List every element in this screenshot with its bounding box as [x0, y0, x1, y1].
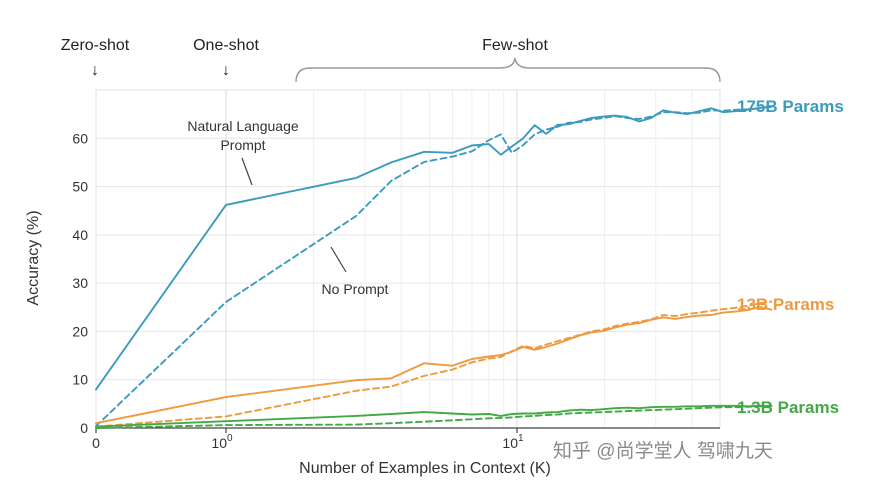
x-tick-label: 100	[211, 433, 233, 451]
zero-shot-arrow: ↓	[91, 62, 99, 79]
y-tick-label: 20	[72, 323, 88, 339]
axes	[95, 427, 720, 433]
series-175b-params-dashed	[95, 105, 773, 428]
x-axis-title: Number of Examples in Context (K)	[299, 460, 551, 477]
series-175b-params-solid	[95, 105, 773, 391]
y-tick-label: 10	[72, 372, 88, 388]
y-tick-label: 50	[72, 179, 88, 195]
series	[95, 105, 773, 429]
region-label-few-shot: Few-shot	[482, 37, 548, 54]
y-tick-label: 30	[72, 275, 88, 291]
one-shot-arrow: ↓	[222, 62, 230, 79]
label-175b-params: 175B Params	[737, 97, 844, 116]
annotation-natural-language-line1: Natural Language	[187, 118, 299, 134]
plot-frame	[95, 89, 721, 429]
series-13b-params-dashed	[95, 300, 773, 428]
series-1-3b-params-dashed	[95, 404, 773, 429]
region-label-one-shot: One-shot	[193, 37, 259, 54]
y-tick-label: 40	[72, 227, 88, 243]
y-axis-title: Accuracy (%)	[25, 210, 42, 305]
annotation-no-prompt: No Prompt	[322, 281, 389, 297]
label-1-3b-params: 1.3B Params	[737, 398, 839, 417]
annotation-natural-language-line2: Prompt	[220, 137, 265, 153]
y-tick-label: 0	[80, 420, 88, 436]
y-tick-label: 60	[72, 130, 88, 146]
series-1-3b-params-solid	[95, 404, 773, 428]
x-tick-label: 101	[502, 433, 524, 451]
watermark: 知乎 @尚学堂人 驾啸九天	[553, 440, 773, 462]
series-13b-params-solid	[95, 305, 773, 425]
annotation-no-prompt-pointer	[330, 246, 347, 273]
region-label-zero-shot: Zero-shot	[61, 37, 130, 54]
x-tick-label: 0	[92, 435, 100, 451]
label-13b-params: 13B Params	[737, 295, 834, 314]
few-shot-brace	[295, 57, 721, 83]
annotation-natural-language-pointer	[241, 157, 253, 186]
grid	[95, 89, 721, 429]
